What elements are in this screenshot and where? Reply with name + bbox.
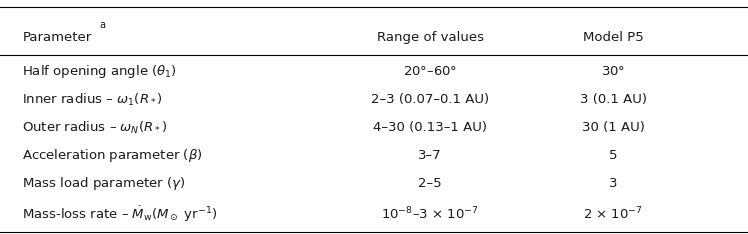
Text: Half opening angle ($\theta_1$): Half opening angle ($\theta_1$)	[22, 63, 177, 80]
Text: Outer radius – $\omega_N$($R_*$): Outer radius – $\omega_N$($R_*$)	[22, 120, 168, 135]
Text: 30$°$: 30$°$	[601, 65, 625, 78]
Text: 5: 5	[609, 149, 618, 162]
Text: 2 $\times$ $10^{-7}$: 2 $\times$ $10^{-7}$	[583, 206, 643, 222]
Text: Mass load parameter ($\gamma$): Mass load parameter ($\gamma$)	[22, 175, 186, 192]
Text: 4–30 (0.13–1 AU): 4–30 (0.13–1 AU)	[373, 121, 487, 134]
Text: 2–5: 2–5	[418, 177, 442, 190]
Text: 3 (0.1 AU): 3 (0.1 AU)	[580, 93, 647, 106]
Text: 20$°$–60$°$: 20$°$–60$°$	[403, 65, 457, 78]
Text: Model P5: Model P5	[583, 31, 644, 44]
Text: a: a	[99, 20, 105, 29]
Text: Inner radius – $\omega_1$($R_*$): Inner radius – $\omega_1$($R_*$)	[22, 91, 163, 107]
Text: Range of values: Range of values	[376, 31, 484, 44]
Text: 30 (1 AU): 30 (1 AU)	[582, 121, 645, 134]
Text: Parameter: Parameter	[22, 31, 92, 44]
Text: 2–3 (0.07–0.1 AU): 2–3 (0.07–0.1 AU)	[371, 93, 489, 106]
Text: 3: 3	[609, 177, 618, 190]
Text: $10^{-8}$–3 $\times$ $10^{-7}$: $10^{-8}$–3 $\times$ $10^{-7}$	[381, 206, 479, 222]
Text: Acceleration parameter ($\beta$): Acceleration parameter ($\beta$)	[22, 147, 203, 164]
Text: Mass-loss rate – $\dot{M}_{\rm w}$($M_\odot$ yr$^{-1}$): Mass-loss rate – $\dot{M}_{\rm w}$($M_\o…	[22, 204, 218, 224]
Text: 3–7: 3–7	[418, 149, 442, 162]
